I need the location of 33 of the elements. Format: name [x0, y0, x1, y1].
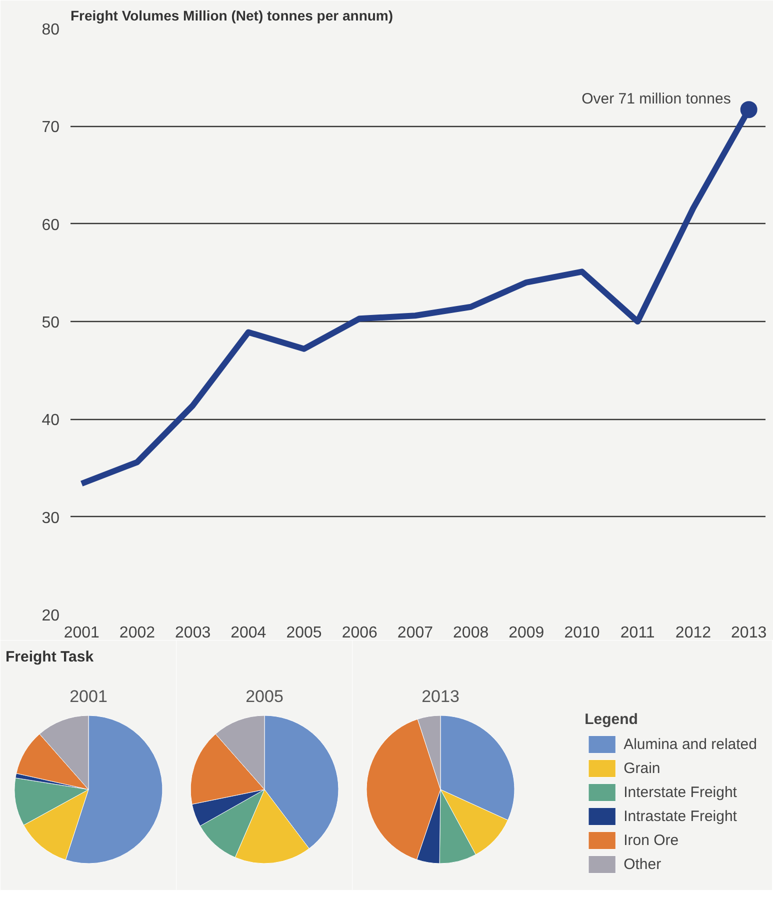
- x-tick-label: 2010: [564, 624, 600, 642]
- annotation: Over 71 million tonnes: [582, 90, 731, 108]
- legend-label: Intrastate Freight: [624, 808, 737, 824]
- x-tick-label: 2003: [175, 624, 211, 642]
- y-tick-label: 20: [42, 608, 60, 624]
- chart-title: 2005: [246, 687, 284, 706]
- x-tick-label: 2001: [64, 624, 100, 642]
- y-tick-label: 40: [42, 412, 60, 430]
- y-tick-label: 30: [42, 510, 60, 527]
- legend-label: Alumina and related: [624, 736, 757, 752]
- legend-label: Iron Ore: [624, 832, 679, 848]
- y-tick-label: 70: [42, 119, 60, 136]
- x-tick-label: 2004: [230, 624, 266, 642]
- x-tick-label: 2009: [508, 624, 544, 642]
- x-tick-label: 2007: [397, 624, 434, 642]
- chart-title: 2013: [422, 687, 460, 706]
- chart-title: 2001: [70, 687, 108, 706]
- y-tick-label: 80: [42, 22, 60, 38]
- x-tick-label: 2002: [119, 624, 156, 642]
- x-tick-label: 2006: [342, 624, 378, 642]
- x-tick-label: 2005: [286, 624, 322, 642]
- legend-title: Legend: [584, 711, 639, 728]
- chart-title: Freight Volumes Million (Net) tonnes per annum): [70, 8, 394, 24]
- x-tick-label: 2012: [675, 624, 712, 642]
- y-tick-label: 60: [42, 216, 60, 234]
- y-tick-label: 50: [42, 314, 60, 332]
- x-tick-label: 2013: [731, 624, 767, 642]
- legend-label: Grain: [624, 760, 660, 776]
- legend-label: Interstate Freight: [624, 784, 737, 800]
- x-tick-label: 2011: [620, 624, 655, 642]
- x-tick-label: 2008: [453, 624, 489, 642]
- legend-label: Other: [624, 856, 662, 872]
- text: Freight Task: [6, 648, 94, 666]
